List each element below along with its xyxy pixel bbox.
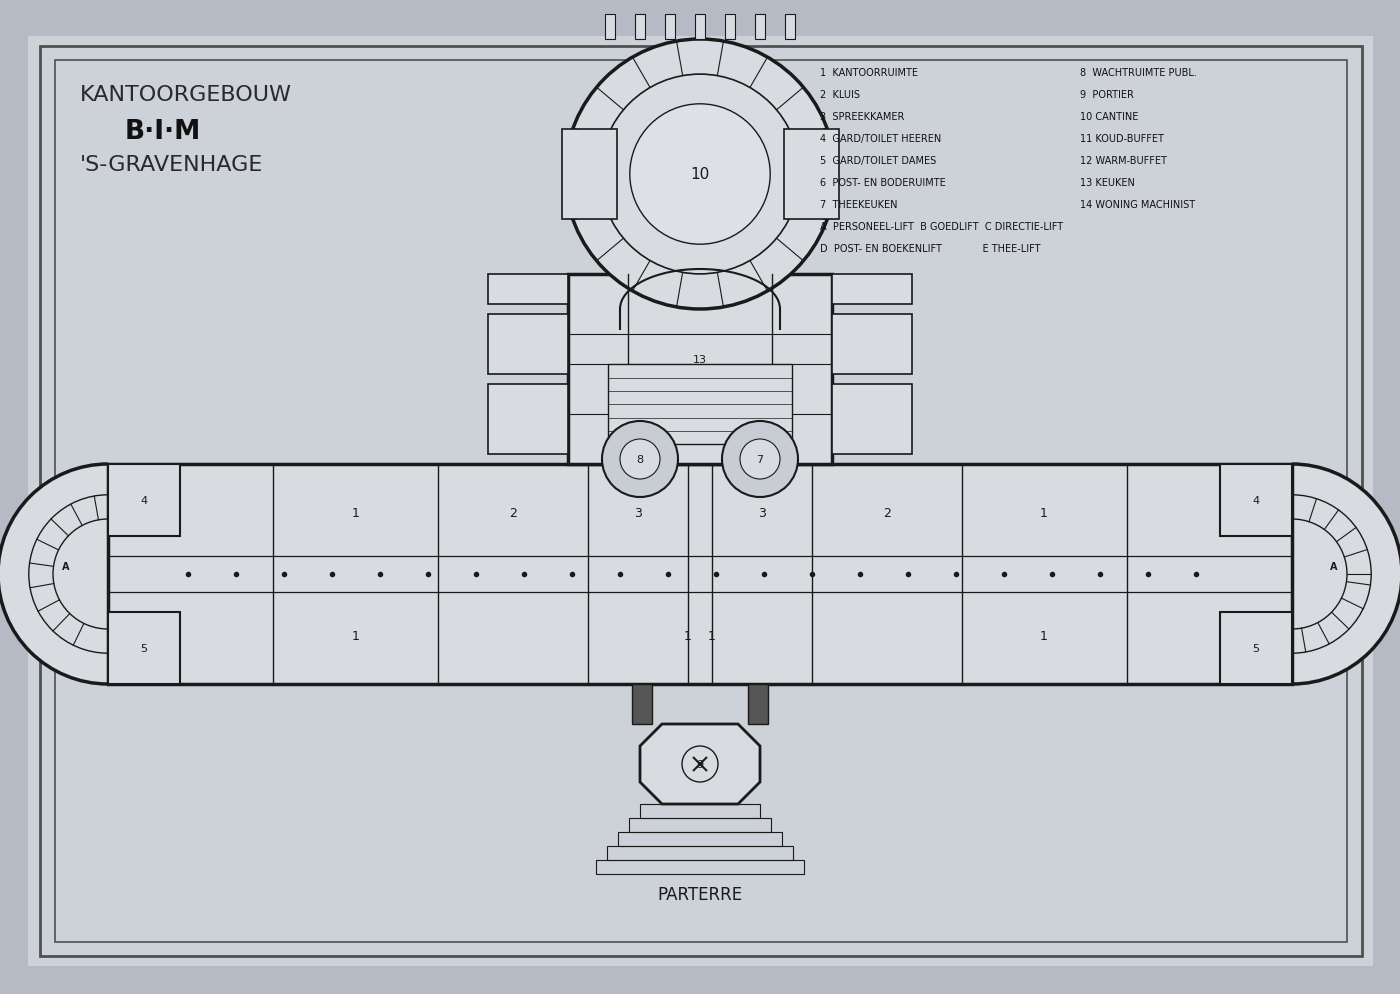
Bar — [629, 818, 771, 832]
Bar — [832, 385, 911, 454]
Text: 4  GARD/TOILET HEEREN: 4 GARD/TOILET HEEREN — [820, 134, 941, 144]
Bar — [568, 274, 832, 464]
Circle shape — [620, 439, 659, 479]
Text: 1: 1 — [1040, 506, 1049, 520]
Text: 1  KANTOORRUIMTE: 1 KANTOORRUIMTE — [820, 68, 918, 78]
Circle shape — [601, 75, 799, 274]
Bar — [785, 15, 795, 40]
Text: 8: 8 — [637, 454, 644, 464]
Bar — [108, 464, 181, 537]
Bar — [832, 274, 911, 305]
Text: 5  GARD/TOILET DAMES: 5 GARD/TOILET DAMES — [820, 156, 937, 166]
Bar — [832, 315, 911, 375]
Bar — [608, 846, 792, 860]
Text: 8  WACHTRUIMTE PUBL.: 8 WACHTRUIMTE PUBL. — [1079, 68, 1197, 78]
Polygon shape — [1292, 464, 1400, 684]
Text: A: A — [63, 562, 70, 572]
Bar — [631, 684, 652, 725]
Bar — [489, 385, 568, 454]
Bar — [748, 684, 769, 725]
Bar — [108, 612, 181, 684]
Text: 13 KEUKEN: 13 KEUKEN — [1079, 178, 1135, 188]
Bar — [725, 15, 735, 40]
Circle shape — [602, 421, 678, 498]
Circle shape — [722, 421, 798, 498]
Text: 2: 2 — [883, 506, 890, 520]
Bar — [1219, 464, 1292, 537]
Text: 1: 1 — [685, 629, 692, 642]
Text: 2: 2 — [510, 506, 517, 520]
Text: 1: 1 — [351, 629, 360, 642]
Text: 1: 1 — [351, 506, 360, 520]
Circle shape — [741, 439, 780, 479]
Bar — [784, 130, 839, 220]
Bar — [489, 274, 568, 305]
Text: KANTOORGEBOUW: KANTOORGEBOUW — [80, 84, 293, 105]
Text: 3: 3 — [757, 506, 766, 520]
Text: 6  POST- EN BODERUIMTE: 6 POST- EN BODERUIMTE — [820, 178, 946, 188]
Bar — [605, 15, 615, 40]
Bar — [636, 15, 645, 40]
Text: 10 CANTINE: 10 CANTINE — [1079, 112, 1138, 122]
Circle shape — [630, 104, 770, 245]
Text: 7  THEEKEUKEN: 7 THEEKEUKEN — [820, 200, 897, 210]
Bar — [755, 15, 764, 40]
Bar — [489, 315, 568, 375]
Text: 'S-GRAVENHAGE: 'S-GRAVENHAGE — [80, 155, 263, 175]
Text: 11 KOUD-BUFFET: 11 KOUD-BUFFET — [1079, 134, 1163, 144]
Text: 1: 1 — [708, 629, 715, 642]
Text: 4: 4 — [1253, 495, 1260, 506]
Text: A  PERSONEEL-LIFT  B GOEDLIFT  C DIRECTIE-LIFT: A PERSONEEL-LIFT B GOEDLIFT C DIRECTIE-L… — [820, 222, 1063, 232]
Text: 10: 10 — [690, 167, 710, 182]
Text: 3  SPREEKKAMER: 3 SPREEKKAMER — [820, 112, 904, 122]
Bar — [1219, 612, 1292, 684]
Bar — [563, 130, 617, 220]
Text: D  POST- EN BOEKENLIFT             E THEE-LIFT: D POST- EN BOEKENLIFT E THEE-LIFT — [820, 244, 1040, 253]
Text: 2  KLUIS: 2 KLUIS — [820, 89, 860, 100]
Bar — [108, 464, 1292, 684]
Text: 14 WONING MACHINIST: 14 WONING MACHINIST — [1079, 200, 1196, 210]
Bar — [608, 365, 792, 444]
Circle shape — [566, 40, 834, 310]
Text: PARTERRE: PARTERRE — [658, 885, 742, 904]
Text: A: A — [1330, 562, 1337, 572]
Text: 5: 5 — [1253, 643, 1260, 653]
Bar — [694, 15, 706, 40]
Text: B·I·M: B·I·M — [125, 119, 202, 145]
Bar — [55, 61, 1347, 942]
Text: 7: 7 — [756, 454, 763, 464]
Text: 4: 4 — [140, 495, 147, 506]
Text: 13: 13 — [693, 355, 707, 365]
Text: 5: 5 — [140, 643, 147, 653]
Text: 3: 3 — [634, 506, 643, 520]
Bar — [596, 860, 804, 874]
Text: 12 WARM-BUFFET: 12 WARM-BUFFET — [1079, 156, 1166, 166]
Polygon shape — [640, 725, 760, 804]
Bar — [640, 804, 760, 818]
Polygon shape — [0, 464, 108, 684]
Text: 9: 9 — [696, 759, 704, 769]
Bar — [617, 832, 783, 846]
Text: 1: 1 — [1040, 629, 1049, 642]
Text: 9  PORTIER: 9 PORTIER — [1079, 89, 1134, 100]
Bar — [665, 15, 675, 40]
